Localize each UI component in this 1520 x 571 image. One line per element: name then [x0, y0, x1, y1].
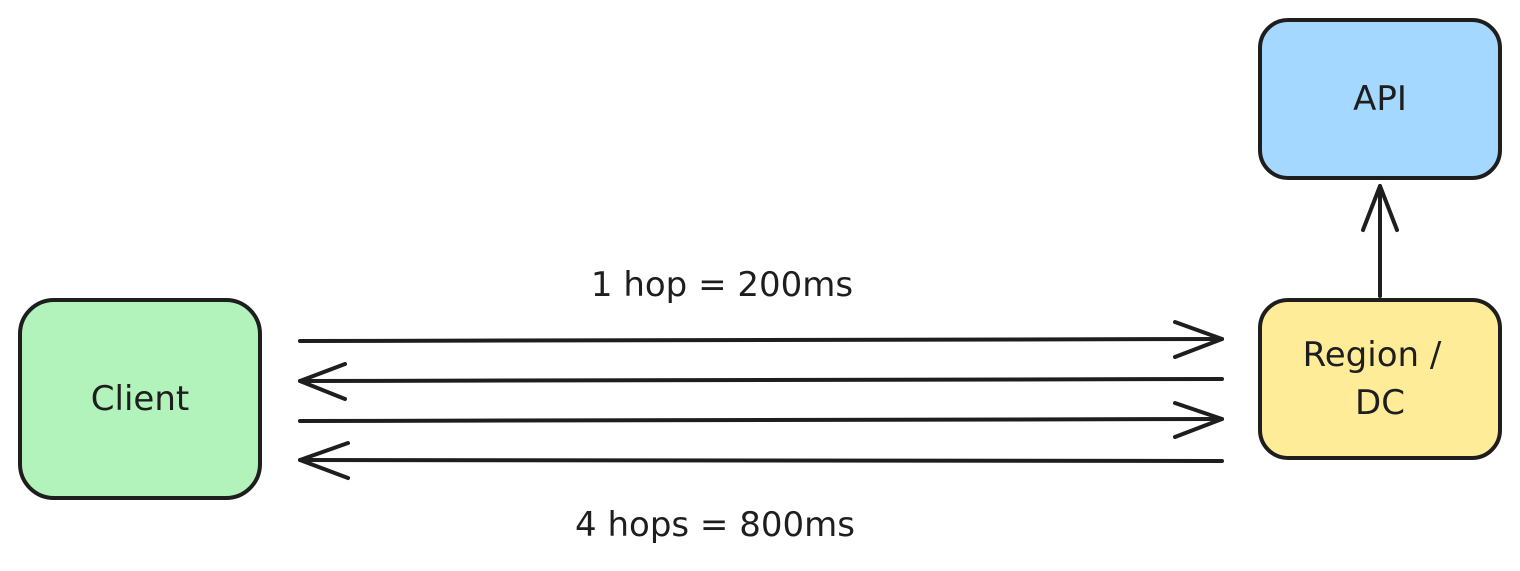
region-box [1258, 298, 1502, 460]
region-to-api-arrow[interactable] [1361, 184, 1399, 298]
region-label-line2: DC [1355, 383, 1405, 423]
region-node[interactable]: Region / DC [1258, 298, 1502, 460]
single-hop-latency-label: 1 hop = 200ms [591, 265, 853, 305]
client-label: Client [91, 379, 189, 419]
api-node[interactable]: API [1258, 18, 1502, 180]
hop-arrow-1[interactable] [298, 320, 1224, 359]
hop-arrow-2[interactable] [298, 362, 1224, 401]
client-node[interactable]: Client [18, 298, 262, 500]
hop-arrow-4[interactable] [298, 441, 1224, 480]
region-label-line1: Region / [1303, 335, 1442, 375]
total-hops-latency-label: 4 hops = 800ms [575, 505, 855, 545]
client-box [18, 298, 262, 500]
api-box [1258, 18, 1502, 180]
api-label: API [1353, 79, 1407, 119]
hop-arrow-3[interactable] [298, 401, 1224, 439]
